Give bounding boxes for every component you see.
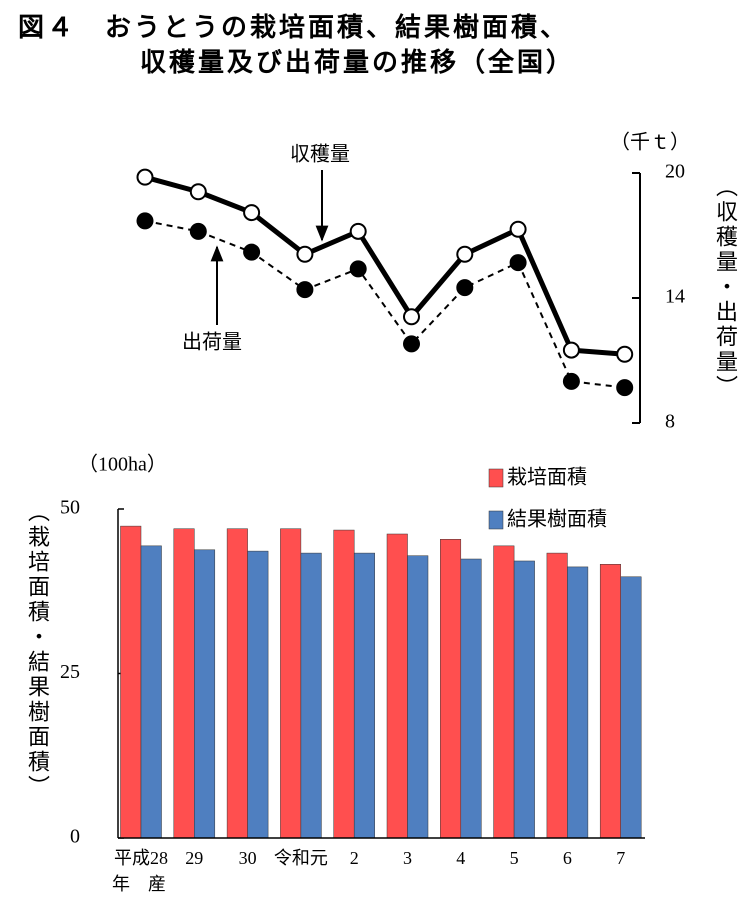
point (189, 183, 207, 201)
y2-tick-label: 14 (665, 286, 685, 308)
point (136, 212, 154, 230)
point (403, 335, 420, 353)
point (243, 204, 261, 222)
bar (247, 550, 269, 839)
bar (194, 549, 216, 839)
line (144, 219, 625, 389)
point (136, 168, 154, 186)
x-tick-label: 29 (185, 848, 203, 868)
bar (173, 528, 195, 839)
unit: （千ｔ） (610, 130, 690, 154)
point (243, 243, 261, 261)
y-axis-label: （栽培面積・結果樹面積） (24, 500, 50, 800)
point (456, 245, 474, 263)
point (509, 254, 527, 272)
x-tick-label: 令和元 (274, 848, 328, 868)
x-tick-label: 6 (563, 848, 572, 868)
bar (440, 539, 462, 839)
y2-tick-label: 8 (665, 411, 675, 433)
title: 収穫量及び出荷量の推移（全国） (140, 47, 575, 78)
bar (620, 576, 642, 839)
bar (599, 564, 621, 839)
bar (120, 525, 142, 839)
x-tick-label: 30 (239, 848, 257, 868)
x-axis-label: 年 産 (112, 874, 166, 894)
y-tick-label: 50 (60, 497, 80, 519)
x-tick-label: 5 (510, 848, 519, 868)
legend-label: 結果樹面積 (507, 507, 607, 531)
unit: （100ha） (78, 453, 167, 476)
bar (226, 528, 248, 839)
title: 図４ おうとうの栽培面積、結果樹面積、 (18, 12, 569, 43)
legend-swatch (488, 510, 504, 530)
bar (513, 560, 535, 839)
point (562, 341, 580, 359)
point (349, 260, 367, 278)
y-axis-label: （収穫量・出荷量） (712, 175, 738, 400)
line (144, 174, 625, 357)
bar (567, 566, 589, 839)
point (509, 220, 527, 238)
point (456, 279, 474, 297)
legend-label: 栽培面積 (507, 465, 587, 489)
bar (386, 533, 408, 839)
point (296, 245, 314, 263)
bar (546, 552, 568, 839)
bar (333, 529, 355, 839)
annotation: 出荷量 (182, 330, 242, 354)
bar (353, 552, 375, 839)
y2-tick-label: 20 (665, 161, 685, 183)
x-tick-label: 7 (616, 848, 625, 868)
point (349, 222, 367, 240)
point (403, 308, 420, 326)
bar (407, 555, 429, 839)
x-tick-label: 2 (350, 848, 359, 868)
bar (300, 552, 322, 839)
point (189, 222, 207, 240)
x-tick-label: 4 (456, 848, 465, 868)
x-tick-label: 3 (403, 848, 412, 868)
bar (280, 528, 302, 839)
y-tick-label: 0 (70, 826, 80, 848)
annotation: 収穫量 (290, 142, 350, 166)
bar (493, 545, 515, 839)
legend-swatch (488, 468, 504, 488)
bar (140, 545, 162, 839)
y-tick-label: 25 (60, 661, 80, 683)
bar (460, 558, 482, 839)
point (296, 281, 314, 299)
point (616, 345, 634, 363)
point (616, 379, 634, 397)
x-tick-label: 平成28 (114, 848, 168, 868)
point (562, 372, 580, 390)
